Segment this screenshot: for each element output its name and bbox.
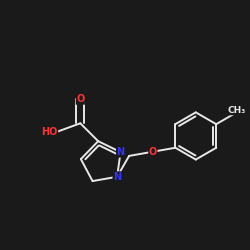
- Text: N: N: [113, 172, 121, 182]
- Text: CH₃: CH₃: [228, 106, 246, 115]
- Text: N: N: [116, 147, 124, 157]
- Text: O: O: [149, 147, 157, 157]
- Text: HO: HO: [41, 126, 58, 136]
- Text: O: O: [76, 94, 84, 104]
